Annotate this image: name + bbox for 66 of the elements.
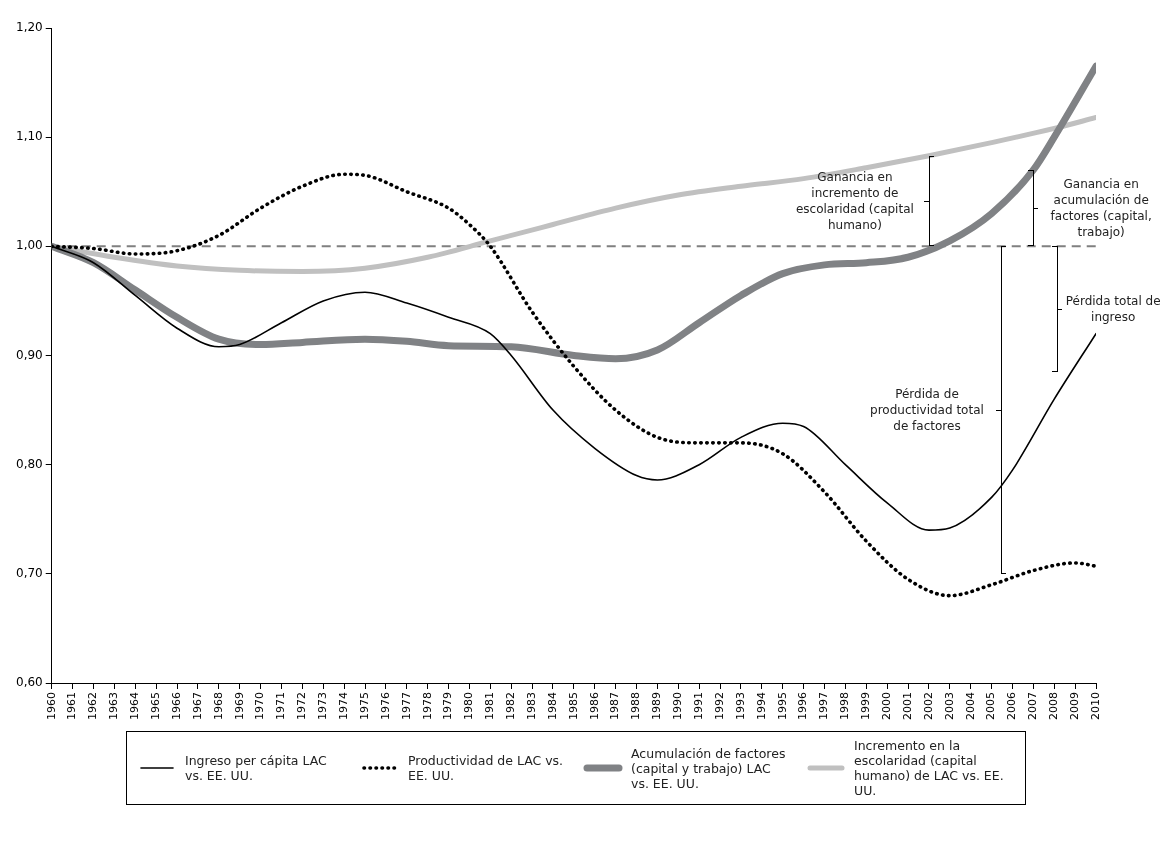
legend-label: Ingreso per cápita LAC vs. EE. UU. [185, 753, 328, 783]
x-tick-label: 2002 [921, 692, 935, 721]
x-tick-label: 2007 [1026, 692, 1040, 721]
x-tick-label: 2003 [942, 692, 956, 721]
x-tick-label: 2005 [984, 692, 998, 721]
x-tick-label: 1976 [378, 692, 392, 721]
x-tick-label: 1977 [399, 692, 413, 721]
x-tick-label: 1990 [671, 692, 685, 721]
x-tick-label: 1999 [859, 692, 873, 721]
x-tick-label: 1982 [504, 692, 518, 721]
y-tick-label: 1,10 [16, 129, 43, 144]
x-tick-label: 1987 [608, 692, 622, 721]
x-tick-label: 1960 [44, 692, 58, 721]
legend-label: Acumulación de factores (capital y trabajo) LAC vs. EE. UU. [631, 745, 787, 791]
x-tick-label: 1961 [65, 692, 79, 721]
x-tick-label: 1991 [692, 692, 706, 721]
x-tick-label: 1972 [295, 692, 309, 721]
x-tick-label: 1974 [336, 692, 350, 721]
x-tick-label: 1963 [107, 692, 121, 721]
x-tick-label: 1964 [128, 692, 142, 721]
x-tick-label: 1969 [232, 692, 246, 721]
y-tick-label: 0,80 [16, 456, 43, 471]
x-tick-label: 1995 [775, 692, 789, 721]
x-tick-label: 1975 [357, 692, 371, 721]
x-tick-label: 1989 [650, 692, 664, 721]
y-tick-label: 1,00 [16, 238, 43, 253]
x-tick-label: 2004 [963, 692, 977, 721]
y-tick-label: 1,20 [16, 20, 43, 35]
x-tick-label: 1988 [629, 692, 643, 721]
x-tick-label: 1983 [524, 692, 538, 721]
x-tick-label: 1984 [545, 692, 559, 721]
x-tick-label: 1971 [274, 692, 288, 721]
x-tick-label: 1962 [86, 692, 100, 721]
x-tick-label: 1967 [190, 692, 204, 721]
x-tick-label: 1986 [587, 692, 601, 721]
x-tick-label: 1996 [796, 692, 810, 721]
x-tick-label: 2000 [880, 692, 893, 721]
x-tick-label: 1997 [817, 692, 831, 721]
x-tick-label: 1966 [169, 692, 183, 721]
x-tick-label: 1993 [733, 692, 747, 721]
annotation: Pérdida de productividad total de factores [869, 385, 985, 434]
y-tick-label: 0,70 [16, 565, 43, 580]
x-tick-label: 1998 [838, 692, 852, 721]
x-tick-label: 1992 [712, 692, 726, 721]
x-tick-label: 1981 [483, 692, 497, 721]
annotation: Pérdida total de ingreso [1064, 293, 1162, 326]
x-tick-label: 2001 [900, 692, 914, 721]
legend-label: Productividad de LAC vs. EE. UU. [408, 753, 565, 783]
y-tick-label: 0,60 [16, 675, 43, 690]
x-tick-label: 1994 [754, 692, 768, 721]
x-tick-label: 1978 [420, 692, 434, 721]
x-tick-label: 2006 [1005, 692, 1019, 721]
x-tick-label: 1979 [441, 692, 455, 721]
x-tick-label: 2009 [1067, 692, 1081, 721]
annotation: Ganancia en incremento de escolaridad (capital humano) [794, 169, 915, 234]
x-tick-label: 2008 [1047, 692, 1061, 721]
x-tick-label: 2010 [1088, 692, 1102, 721]
x-tick-label: 1970 [253, 692, 267, 721]
x-tick-label: 1968 [211, 692, 225, 721]
x-tick-label: 1965 [149, 692, 163, 721]
legend-label: Incremento en la escolaridad (capital humano) de LAC vs. EE. UU. [854, 738, 1005, 798]
x-tick-label: 1985 [566, 692, 580, 721]
x-tick-label: 1980 [462, 692, 476, 721]
annotation: Ganancia en acumulación de factores (capital, trabajo) [1049, 176, 1153, 241]
x-tick-label: 1973 [316, 692, 330, 721]
y-tick-label: 0,90 [16, 347, 43, 362]
